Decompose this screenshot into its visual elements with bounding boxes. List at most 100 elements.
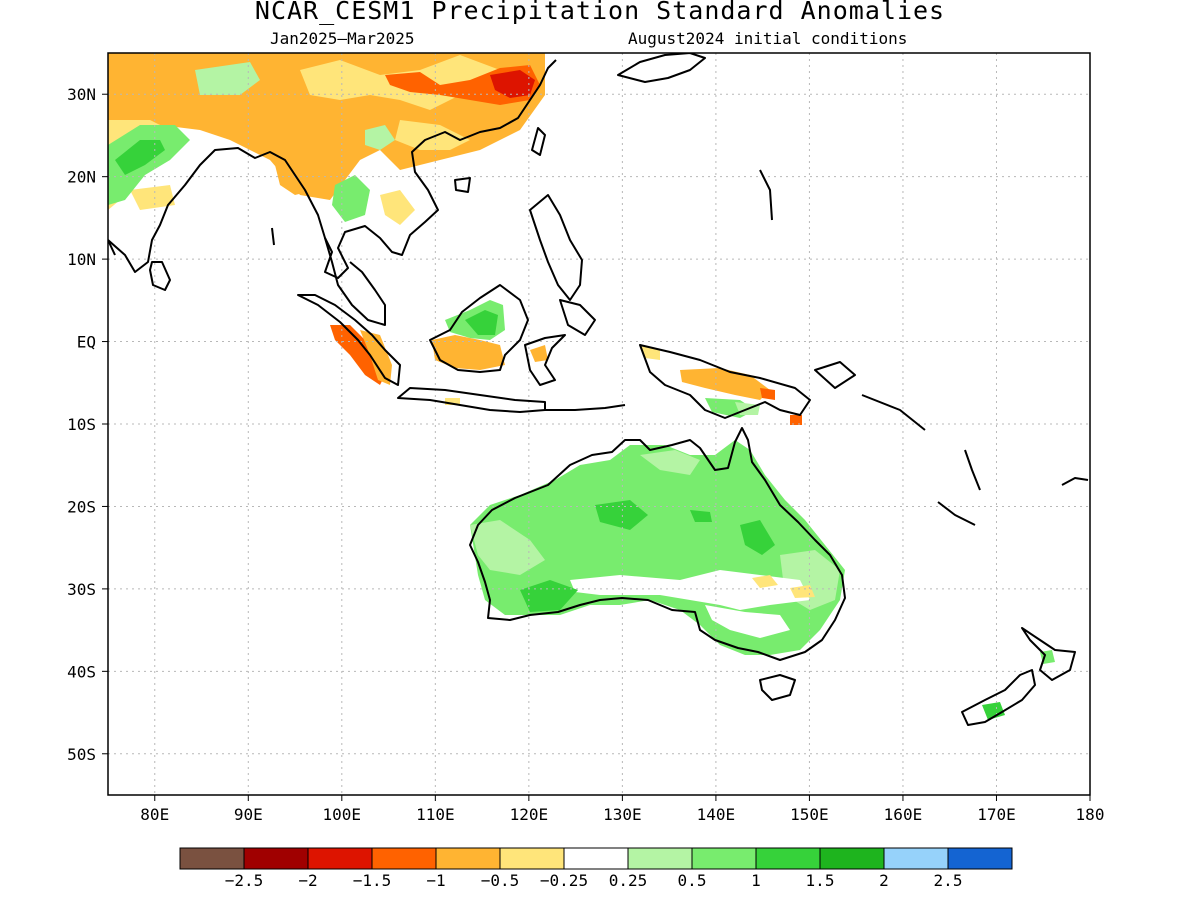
anomaly-png-strong-dry bbox=[760, 388, 775, 400]
lon-label: 120E bbox=[510, 805, 549, 824]
colorbar-swatch bbox=[819, 847, 885, 870]
coast-philippines bbox=[529, 194, 583, 301]
coast-fiji bbox=[1061, 477, 1089, 486]
anomaly-australia-neutral2 bbox=[705, 605, 790, 638]
anomaly-india-weak-dry2 bbox=[130, 185, 175, 210]
colorbar-swatch bbox=[691, 847, 757, 870]
colorbar-swatch bbox=[499, 847, 565, 870]
colorbar-swatch bbox=[307, 847, 373, 870]
coast-andaman bbox=[271, 227, 275, 246]
anomaly-nz-wet bbox=[982, 702, 1005, 720]
lon-label: 180 bbox=[1076, 805, 1105, 824]
colorbar-swatch bbox=[883, 847, 949, 870]
anomaly-australia-weak-dry-b bbox=[790, 585, 815, 598]
lat-label: 40S bbox=[67, 662, 96, 681]
anomaly-fields bbox=[108, 53, 1055, 720]
anomaly-australia-neutral bbox=[570, 570, 810, 610]
coast-australia bbox=[469, 427, 846, 661]
colorbar-label: −1 bbox=[426, 871, 445, 890]
colorbar-swatch bbox=[755, 847, 821, 870]
anomaly-png-strong-dry2 bbox=[790, 415, 802, 425]
colorbar-label: 2.5 bbox=[934, 871, 963, 890]
lon-label: 160E bbox=[884, 805, 923, 824]
coast-tasmania bbox=[759, 674, 796, 701]
colorbar-swatch bbox=[627, 847, 693, 870]
lat-label: 20N bbox=[67, 168, 96, 187]
colorbar-label: −0.25 bbox=[540, 871, 588, 890]
coast-micronesia bbox=[759, 169, 773, 221]
coast-java bbox=[397, 387, 546, 413]
lat-label: 20S bbox=[67, 497, 96, 516]
lon-label: 150E bbox=[790, 805, 829, 824]
coast-sri-lanka bbox=[149, 261, 171, 291]
colorbar: −2.5 −2 −1.5 −1 −0.5 −0.25 0.25 0.5 1 1.… bbox=[179, 847, 1013, 890]
latitude-labels: 30N 20N 10N EQ 10S 20S 30S 40S 50S bbox=[67, 85, 96, 764]
map-title: NCAR_CESM1 Precipitation Standard Anomal… bbox=[254, 0, 946, 25]
lon-label: 140E bbox=[697, 805, 736, 824]
colorbar-label: −0.5 bbox=[481, 871, 520, 890]
lon-label: 80E bbox=[140, 805, 169, 824]
colorbar-label: 2 bbox=[879, 871, 889, 890]
lat-label: 10N bbox=[67, 250, 96, 269]
colorbar-label: 0.5 bbox=[678, 871, 707, 890]
coast-hainan bbox=[454, 177, 471, 193]
anomaly-australia-weak-dry-a bbox=[752, 575, 778, 588]
coast-taiwan bbox=[531, 127, 546, 156]
longitude-labels: 80E 90E 100E 110E 120E 130E 140E 150E 16… bbox=[140, 805, 1104, 824]
anomaly-sulawesi-dry bbox=[530, 345, 548, 362]
coast-india-west bbox=[108, 239, 116, 256]
coast-new-caledonia bbox=[937, 501, 976, 526]
lon-label: 90E bbox=[234, 805, 263, 824]
lat-label: 10S bbox=[67, 415, 96, 434]
anomaly-australia-wet-core-d bbox=[690, 510, 712, 522]
lon-label: 170E bbox=[977, 805, 1016, 824]
anomaly-indochina-dry bbox=[275, 160, 325, 195]
anomaly-borneo-dry bbox=[432, 335, 505, 370]
anomaly-china-very-dry bbox=[490, 70, 535, 98]
anomaly-thailand-dry bbox=[380, 190, 415, 225]
anomaly-borneo-wet-core bbox=[465, 310, 498, 335]
coast-vanuatu bbox=[964, 449, 981, 491]
coastlines bbox=[108, 53, 1089, 726]
forecast-period: Jan2025–Mar2025 bbox=[270, 29, 415, 48]
lon-label: 110E bbox=[416, 805, 455, 824]
colorbar-label: −1.5 bbox=[353, 871, 392, 890]
colorbar-label: −2.5 bbox=[225, 871, 264, 890]
coast-sumatra bbox=[297, 294, 401, 386]
colorbar-swatch bbox=[179, 847, 245, 870]
coast-sulawesi bbox=[524, 334, 566, 386]
initial-conditions: August2024 initial conditions bbox=[628, 29, 908, 48]
coast-nz-north bbox=[1021, 627, 1076, 681]
anomaly-png-dry bbox=[680, 368, 770, 400]
colorbar-label: −2 bbox=[298, 871, 317, 890]
colorbar-label: 0.25 bbox=[609, 871, 648, 890]
coast-new-guinea bbox=[639, 344, 811, 419]
coast-philippines-south bbox=[559, 299, 596, 336]
colorbar-swatch bbox=[563, 847, 629, 870]
map-gridlines bbox=[108, 53, 1090, 795]
colorbar-swatch bbox=[435, 847, 501, 870]
lon-label: 100E bbox=[323, 805, 362, 824]
coast-new-britain bbox=[814, 361, 856, 389]
coast-borneo bbox=[429, 284, 529, 373]
coast-japan bbox=[617, 53, 706, 83]
anomaly-australia-wet-core-c bbox=[520, 580, 578, 612]
lat-label: EQ bbox=[77, 333, 96, 352]
lat-label: 30N bbox=[67, 85, 96, 104]
colorbar-swatch bbox=[243, 847, 309, 870]
colorbar-label: 1.5 bbox=[806, 871, 835, 890]
coast-timor bbox=[545, 404, 626, 411]
colorbar-swatch bbox=[371, 847, 437, 870]
anomaly-sumatra-dry bbox=[330, 325, 385, 385]
anomaly-sumatra-weak-dry bbox=[360, 330, 392, 385]
anomaly-tibet-weak-wet bbox=[195, 62, 260, 95]
anomaly-asia-weak-dry2 bbox=[395, 120, 470, 150]
anomaly-australia-weak-wet3 bbox=[640, 450, 700, 475]
lon-label: 130E bbox=[603, 805, 642, 824]
anomaly-yunnan-wet bbox=[365, 125, 395, 150]
lat-label: 50S bbox=[67, 745, 96, 764]
coast-asia-mainland bbox=[108, 59, 557, 279]
coast-solomons bbox=[861, 394, 926, 431]
lat-label: 30S bbox=[67, 580, 96, 599]
